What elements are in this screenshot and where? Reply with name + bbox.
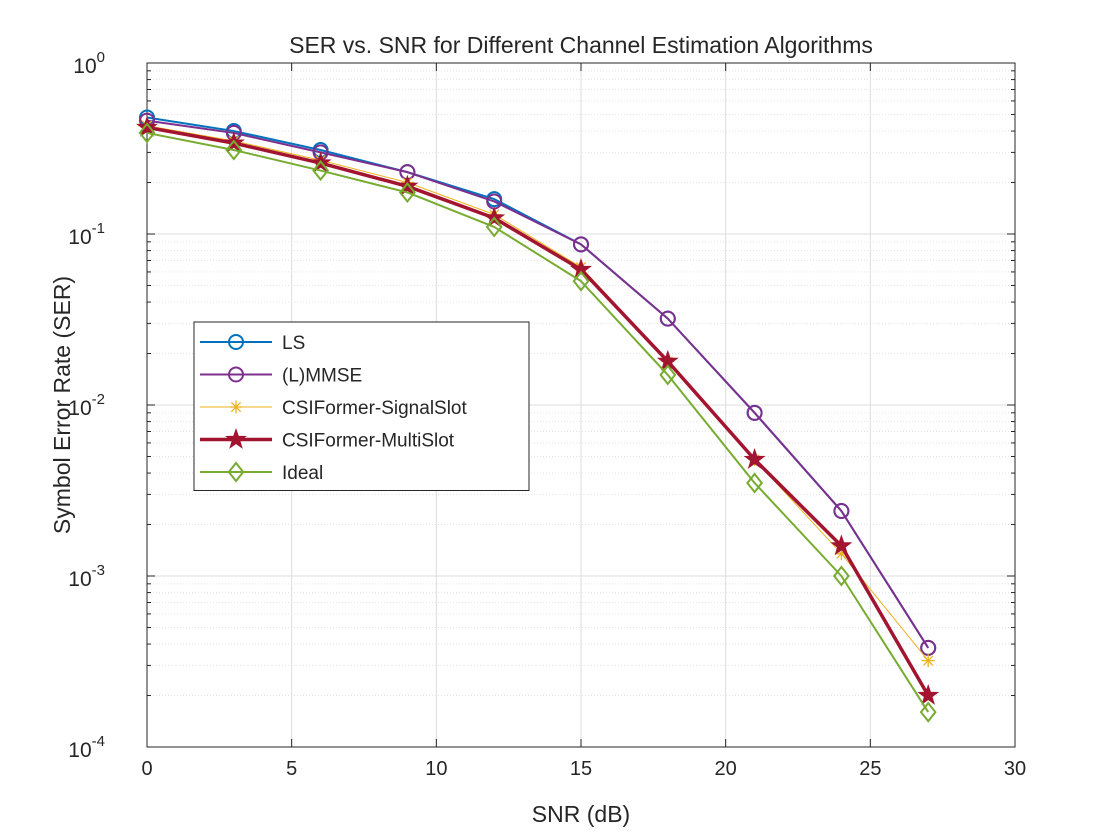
- y-tick-base: 10: [68, 397, 91, 420]
- data-point-csiformer-signalslot: [834, 547, 848, 561]
- data-point-csiformer-multislot: [396, 174, 419, 196]
- legend-marker-csiformer-signalslot: [229, 400, 243, 414]
- legend-label-csiformer-multislot: CSIFormer-MultiSlot: [282, 431, 455, 452]
- x-axis-label: SNR (dB): [532, 801, 630, 827]
- data-point-ideal: [832, 565, 850, 587]
- y-tick-label: 100: [73, 49, 105, 78]
- y-tick-base: 10: [68, 568, 91, 591]
- chart-title: SER vs. SNR for Different Channel Estima…: [289, 32, 873, 58]
- y-tick-exponent: -3: [92, 562, 105, 579]
- series-line-ideal: [146, 131, 930, 713]
- x-tick-label: 20: [715, 758, 737, 780]
- series-line-csiformer-signalslot: [146, 125, 929, 661]
- series-line-csiformer-multislot: [146, 125, 930, 697]
- data-point-ideal: [312, 159, 330, 182]
- y-tick-base: 10: [73, 55, 96, 78]
- series-line-l-mmse: [146, 119, 930, 649]
- y-tick-label: 10-2: [68, 391, 105, 420]
- data-point-csiformer-multislot: [136, 115, 158, 137]
- y-tick-label: 10-4: [68, 733, 105, 762]
- data-point-csiformer-multislot: [743, 447, 766, 469]
- y-tick-base: 10: [68, 739, 91, 762]
- legend-marker-ls: [228, 334, 244, 350]
- data-point-csiformer-multislot: [830, 534, 853, 556]
- y-tick-exponent: -4: [92, 733, 105, 750]
- series-ideal: [138, 122, 937, 723]
- y-axis-label: Symbol Error Rate (SER): [49, 276, 75, 534]
- data-point-l-mmse: [573, 236, 589, 253]
- y-tick-exponent: 0: [97, 49, 105, 66]
- data-point-ideal: [485, 216, 503, 238]
- legend-label-ls: LS: [282, 333, 305, 354]
- x-tick-label: 0: [141, 758, 152, 780]
- y-tick-exponent: -1: [92, 220, 105, 237]
- data-point-ideal: [919, 701, 937, 723]
- data-point-ideal: [398, 181, 416, 204]
- x-tick-label: 15: [570, 758, 592, 780]
- data-point-ideal: [659, 364, 677, 386]
- y-tick-label: 10-3: [68, 562, 105, 591]
- data-point-ideal: [225, 139, 243, 161]
- data-point-csiformer-signalslot: [921, 654, 935, 668]
- data-point-l-mmse: [746, 404, 763, 421]
- legend-marker-l-mmse: [228, 366, 244, 383]
- legend-marker-csiformer-multislot: [225, 427, 247, 449]
- legend-box: [193, 321, 530, 491]
- legend-label-l-mmse: (L)MMSE: [282, 366, 362, 387]
- legend: LS (L)MMSE CSIFormer-SignalSlot CSIFormer-M…: [193, 321, 530, 491]
- legend-marker-ideal: [227, 461, 245, 483]
- x-tick-label: 30: [1004, 758, 1026, 780]
- y-tick-base: 10: [68, 226, 91, 249]
- y-tick-exponent: -2: [92, 391, 105, 408]
- x-tick-label: 10: [425, 758, 447, 780]
- data-point-l-mmse: [659, 310, 676, 327]
- y-tick-label: 10-1: [68, 220, 105, 249]
- x-tick-label: 5: [286, 758, 297, 780]
- data-series: [136, 109, 940, 723]
- legend-label-ideal: Ideal: [282, 463, 323, 484]
- data-point-ideal: [138, 122, 156, 144]
- data-point-ideal: [572, 270, 590, 292]
- legend-label-csiformer-signalslot: CSIFormer-SignalSlot: [282, 398, 467, 419]
- data-point-csiformer-multislot: [917, 683, 940, 705]
- x-tick-label: 25: [859, 758, 881, 780]
- data-point-l-mmse: [833, 502, 850, 519]
- data-point-ideal: [746, 472, 764, 494]
